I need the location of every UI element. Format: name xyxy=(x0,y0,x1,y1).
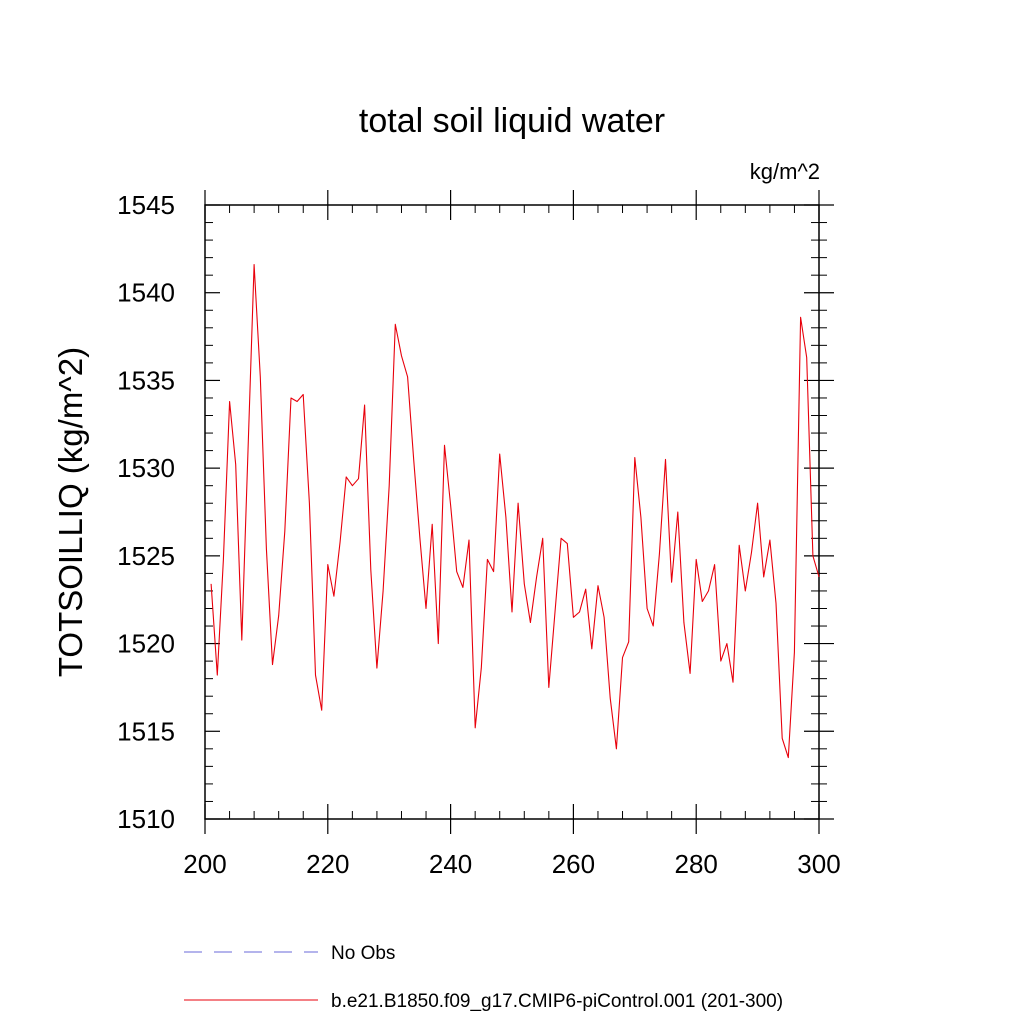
legend: No Obs b.e21.B1850.f09_g17.CMIP6-piContro… xyxy=(184,943,783,1012)
units-label: kg/m^2 xyxy=(750,159,820,184)
legend-label: No Obs xyxy=(331,943,395,964)
y-axis-label: TOTSOILLIQ (kg/m^2) xyxy=(52,347,89,677)
x-tick-label: 280 xyxy=(675,849,718,879)
y-tick-label: 1530 xyxy=(117,453,175,483)
series-line xyxy=(210,264,820,759)
y-tick-label: 1515 xyxy=(117,716,175,746)
y-tick-label: 1540 xyxy=(117,278,175,308)
x-tick-label: 200 xyxy=(183,849,226,879)
x-tick-label: 300 xyxy=(797,849,840,879)
x-tick-label: 260 xyxy=(552,849,595,879)
y-tick-label: 1545 xyxy=(117,190,175,220)
y-tick-label: 1520 xyxy=(117,629,175,659)
plot-frame xyxy=(204,204,820,820)
y-tick-label: 1510 xyxy=(117,804,175,834)
chart-title: total soil liquid water xyxy=(359,102,665,140)
axis-ticks: 200 220 240 260 280 300 1510 1515 1520 1525 1530 15… xyxy=(117,190,841,879)
series-layer xyxy=(210,264,820,759)
y-tick-label: 1525 xyxy=(117,541,175,571)
x-tick-label: 220 xyxy=(306,849,349,879)
legend-label: b.e21.B1850.f09_g17.CMIP6-piControl.001 … xyxy=(331,991,783,1012)
x-tick-label: 240 xyxy=(429,849,472,879)
y-tick-label: 1535 xyxy=(117,365,175,395)
